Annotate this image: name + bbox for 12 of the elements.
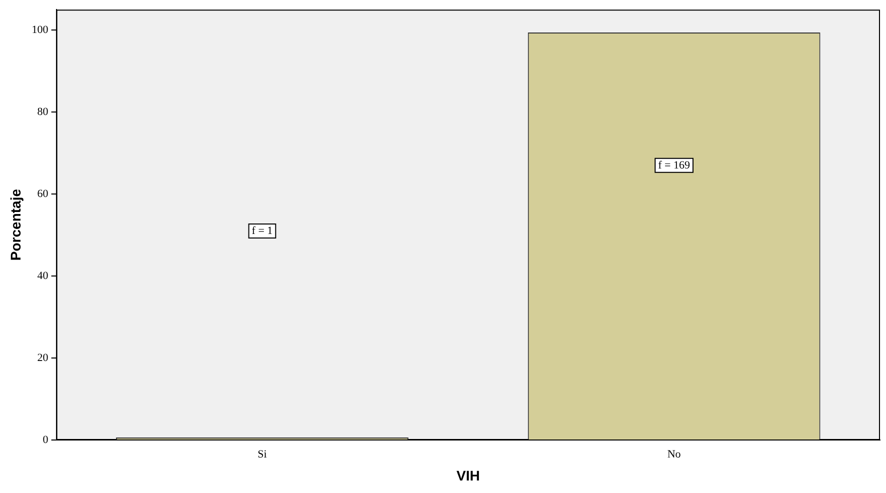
x-tick-label: Si [258,448,267,460]
y-tick-label: 0 [42,434,49,446]
y-tick-label: 60 [37,188,49,200]
annotation: f = 169 [658,159,691,172]
y-tick-label: 100 [32,24,49,36]
y-tick-label: 20 [37,352,49,364]
x-axis-title: VIH [456,467,480,484]
x-tick-label: No [667,448,682,460]
y-tick-label: 40 [37,270,49,282]
y-tick-label: 80 [37,106,49,118]
y-axis-title: Porcentaje [7,188,24,261]
annotation: f = 1 [252,224,273,237]
